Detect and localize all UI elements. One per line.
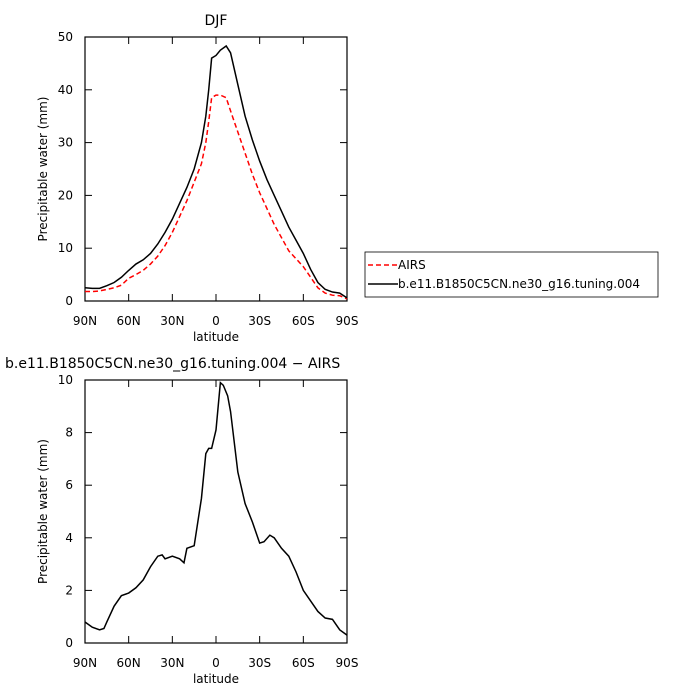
y-axis-label: Precipitable water (mm) [36, 97, 50, 242]
x-axis-label: latitude [193, 330, 239, 344]
chart-title: b.e11.B1850C5CN.ne30_g16.tuning.004 − AI… [5, 356, 340, 372]
x-tick-label: 60S [292, 656, 315, 670]
y-tick-label: 6 [65, 478, 73, 492]
x-tick-label: 0 [212, 314, 220, 328]
y-tick-label: 30 [58, 136, 73, 150]
y-axis-label: Precipitable water (mm) [36, 439, 50, 584]
data-line [84, 44, 348, 299]
y-tick-label: 50 [58, 30, 73, 44]
legend-box [364, 251, 659, 298]
y-tick-label: 10 [58, 373, 73, 387]
x-tick-label: 30S [248, 314, 271, 328]
y-tick-label: 0 [65, 294, 73, 308]
x-tick-label: 30S [248, 656, 271, 670]
x-tick-label: 30N [160, 656, 184, 670]
x-tick-label: 90N [73, 314, 97, 328]
x-tick-label: 90N [73, 656, 97, 670]
legend-label: AIRS [398, 258, 426, 272]
plot-frame [84, 379, 348, 644]
legend-label: b.e11.B1850C5CN.ne30_g16.tuning.004 [398, 277, 640, 291]
chart-title: DJF [205, 13, 228, 29]
x-tick-label: 60N [117, 656, 141, 670]
x-axis-label: latitude [193, 672, 239, 686]
x-tick-label: 60S [292, 314, 315, 328]
y-tick-label: 8 [65, 426, 73, 440]
y-tick-label: 10 [58, 241, 73, 255]
x-tick-label: 30N [160, 314, 184, 328]
y-tick-label: 2 [65, 583, 73, 597]
x-tick-label: 0 [212, 656, 220, 670]
data-line [85, 94, 348, 300]
x-tick-label: 90S [336, 656, 359, 670]
y-tick-label: 40 [58, 83, 73, 97]
y-tick-label: 20 [58, 188, 73, 202]
x-tick-label: 90S [336, 314, 359, 328]
data-line [84, 381, 348, 636]
y-tick-label: 4 [65, 531, 73, 545]
y-tick-label: 0 [65, 636, 73, 650]
x-tick-label: 60N [117, 314, 141, 328]
